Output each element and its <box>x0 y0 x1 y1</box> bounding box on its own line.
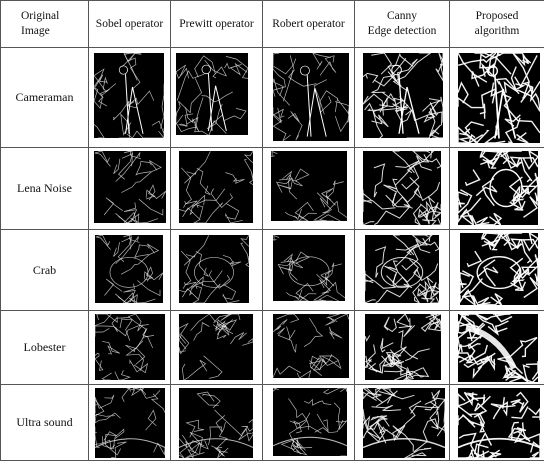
row-label: Ultra sound <box>1 385 89 461</box>
cell-canny <box>355 48 450 148</box>
proposed-ultrasound-image <box>458 388 540 458</box>
cell-proposed <box>450 148 544 230</box>
cell-canny <box>355 385 450 461</box>
header-robert: Robert operator <box>263 1 355 48</box>
prewitt-crab-image <box>179 235 249 303</box>
cell-prewitt <box>171 148 263 230</box>
cell-proposed <box>450 230 544 311</box>
row-ultrasound: Ultra sound <box>1 385 544 461</box>
sobel-lobster-image <box>95 314 165 380</box>
row-crab: Crab <box>1 230 544 311</box>
cell-sobel <box>89 311 171 385</box>
row-cameraman: Cameraman <box>1 48 544 148</box>
row-label: Lena Noise <box>1 148 89 230</box>
row-lena: Lena Noise <box>1 148 544 230</box>
cell-prewitt <box>171 385 263 461</box>
canny-lobster-image <box>365 314 441 380</box>
cell-robert <box>263 385 355 461</box>
cell-robert <box>263 311 355 385</box>
sobel-lena-image <box>94 151 166 223</box>
cell-proposed <box>450 311 544 385</box>
row-label: Crab <box>1 230 89 311</box>
robert-crab-image <box>273 235 345 301</box>
cell-prewitt <box>171 311 263 385</box>
cell-canny <box>355 311 450 385</box>
proposed-cameraman-image <box>458 53 540 143</box>
cell-sobel <box>89 148 171 230</box>
prewitt-lobster-image <box>179 314 253 380</box>
cell-robert <box>263 230 355 311</box>
header-sobel: Sobel operator <box>89 1 171 48</box>
proposed-crab-image <box>460 233 538 305</box>
robert-ultrasound-image <box>273 388 347 456</box>
canny-crab-image <box>365 235 439 303</box>
cell-robert <box>263 48 355 148</box>
cell-robert <box>263 148 355 230</box>
sobel-cameraman-image <box>94 53 164 138</box>
sobel-crab-image <box>95 235 163 303</box>
row-label: Lobester <box>1 311 89 385</box>
canny-cameraman-image <box>363 53 443 138</box>
cell-sobel <box>89 385 171 461</box>
cell-proposed <box>450 385 544 461</box>
robert-lobster-image <box>273 314 349 378</box>
cell-prewitt <box>171 230 263 311</box>
cell-prewitt <box>171 48 263 148</box>
proposed-lobster-image <box>458 314 538 382</box>
canny-lena-image <box>363 151 441 225</box>
sobel-ultrasound-image <box>95 388 165 458</box>
cell-sobel <box>89 48 171 148</box>
row-lobster: Lobester <box>1 311 544 385</box>
canny-ultrasound-image <box>363 388 445 458</box>
prewitt-ultrasound-image <box>179 388 253 458</box>
cell-canny <box>355 230 450 311</box>
header-prewitt: Prewitt operator <box>171 1 263 48</box>
cell-proposed <box>450 48 544 148</box>
robert-cameraman-image <box>273 53 349 141</box>
proposed-lena-image <box>458 151 538 225</box>
prewitt-lena-image <box>179 151 253 223</box>
robert-lena-image <box>271 151 347 221</box>
prewitt-cameraman-image <box>176 53 248 135</box>
row-label: Cameraman <box>1 48 89 148</box>
cell-canny <box>355 148 450 230</box>
cell-sobel <box>89 230 171 311</box>
